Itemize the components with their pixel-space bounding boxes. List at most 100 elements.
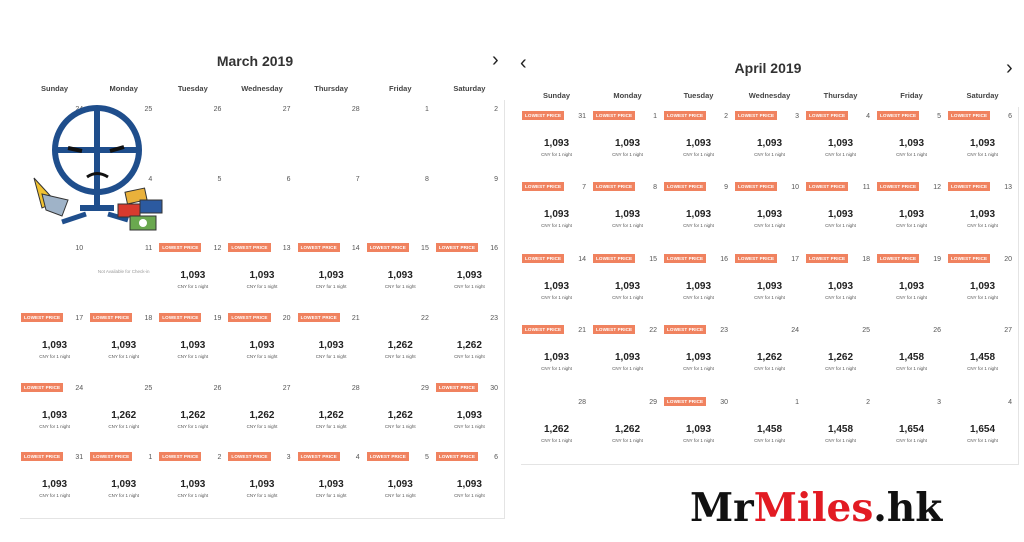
weekday-label: Monday bbox=[613, 91, 642, 100]
day-cell[interactable]: 5 bbox=[158, 169, 229, 241]
day-cell[interactable]: 29 1,262 CNY for 1 night bbox=[365, 378, 436, 450]
day-cell[interactable]: 2 LOWEST PRICE 1,093 CNY for 1 night bbox=[663, 107, 735, 180]
day-cell[interactable]: 22 LOWEST PRICE 1,093 CNY for 1 night bbox=[592, 321, 664, 394]
day-cell[interactable]: 9 LOWEST PRICE 1,093 CNY for 1 night bbox=[663, 178, 735, 251]
day-number: 22 bbox=[421, 315, 429, 322]
day-cell[interactable]: 27 1,262 CNY for 1 night bbox=[227, 378, 298, 450]
day-cell[interactable]: 6 bbox=[227, 169, 298, 241]
day-cell[interactable]: 18 LOWEST PRICE 1,093 CNY for 1 night bbox=[89, 309, 160, 380]
day-cell[interactable]: 28 1,262 CNY for 1 night bbox=[296, 378, 367, 450]
day-cell[interactable]: 22 1,262 CNY for 1 night bbox=[365, 309, 436, 380]
day-cell[interactable]: 23 1,262 CNY for 1 night bbox=[434, 309, 505, 380]
day-cell[interactable]: 4 LOWEST PRICE 1,093 CNY for 1 night bbox=[805, 107, 877, 180]
price-caption: CNY for 1 night bbox=[246, 493, 278, 499]
day-cell[interactable]: 8 bbox=[365, 169, 436, 241]
day-cell[interactable]: 1 LOWEST PRICE 1,093 CNY for 1 night bbox=[89, 448, 160, 519]
day-cell[interactable]: 5 LOWEST PRICE 1,093 CNY for 1 night bbox=[365, 448, 436, 519]
day-cell[interactable]: 21 LOWEST PRICE 1,093 CNY for 1 night bbox=[296, 309, 367, 380]
day-cell[interactable]: 3 LOWEST PRICE 1,093 CNY for 1 night bbox=[734, 107, 806, 180]
day-cell[interactable]: 16 LOWEST PRICE 1,093 CNY for 1 night bbox=[434, 239, 505, 310]
nightly-price: 1,093 bbox=[898, 138, 925, 149]
day-cell[interactable]: 2 bbox=[434, 100, 505, 171]
day-cell[interactable]: 12 LOWEST PRICE 1,093 CNY for 1 night bbox=[158, 239, 229, 310]
day-cell[interactable]: 30 LOWEST PRICE 1,093 CNY for 1 night bbox=[663, 392, 735, 465]
day-cell[interactable]: 24 LOWEST PRICE 1,093 CNY for 1 night bbox=[20, 378, 91, 450]
day-cell[interactable]: 31 LOWEST PRICE 1,093 CNY for 1 night bbox=[521, 107, 593, 180]
lowest-price-badge: LOWEST PRICE bbox=[435, 382, 479, 392]
day-cell[interactable]: 23 LOWEST PRICE 1,093 CNY for 1 night bbox=[663, 321, 735, 394]
day-cell[interactable]: 15 LOWEST PRICE 1,093 CNY for 1 night bbox=[365, 239, 436, 310]
day-cell[interactable]: 2 1,458 CNY for 1 night bbox=[805, 392, 877, 465]
day-cell[interactable]: 1 1,458 CNY for 1 night bbox=[734, 392, 806, 465]
day-cell[interactable]: 31 LOWEST PRICE 1,093 CNY for 1 night bbox=[20, 448, 91, 519]
day-cell[interactable]: 12 LOWEST PRICE 1,093 CNY for 1 night bbox=[876, 178, 948, 251]
lowest-price-badge: LOWEST PRICE bbox=[522, 325, 565, 335]
day-cell[interactable]: 26 1,262 CNY for 1 night bbox=[158, 378, 229, 450]
day-cell[interactable]: 5 LOWEST PRICE 1,093 CNY for 1 night bbox=[876, 107, 948, 180]
day-cell[interactable]: 17 LOWEST PRICE 1,093 CNY for 1 night bbox=[20, 309, 91, 380]
lowest-price-badge: LOWEST PRICE bbox=[948, 182, 991, 192]
price-caption: CNY for 1 night bbox=[896, 294, 927, 300]
day-cell[interactable]: 1 LOWEST PRICE 1,093 CNY for 1 night bbox=[592, 107, 664, 180]
day-cell[interactable]: 18 LOWEST PRICE 1,093 CNY for 1 night bbox=[805, 249, 877, 323]
day-cell[interactable]: 7 LOWEST PRICE 1,093 CNY for 1 night bbox=[521, 178, 593, 251]
day-cell[interactable]: 13 LOWEST PRICE 1,093 CNY for 1 night bbox=[947, 178, 1019, 251]
brand-watermark: MrMiles.hk bbox=[690, 486, 942, 530]
day-cell[interactable]: 6 LOWEST PRICE 1,093 CNY for 1 night bbox=[434, 448, 505, 519]
day-cell[interactable]: 10 LOWEST PRICE 1,093 CNY for 1 night bbox=[734, 178, 806, 251]
weekday-label: Saturday bbox=[453, 84, 486, 93]
day-cell[interactable]: 1 bbox=[365, 100, 436, 171]
day-cell[interactable]: 20 LOWEST PRICE 1,093 CNY for 1 night bbox=[947, 249, 1019, 323]
day-cell[interactable]: 3 LOWEST PRICE 1,093 CNY for 1 night bbox=[227, 448, 298, 519]
day-cell[interactable]: 11 Not Available for Check-in bbox=[89, 239, 160, 310]
day-cell[interactable]: 21 LOWEST PRICE 1,093 CNY for 1 night bbox=[521, 321, 593, 394]
day-cell[interactable]: 26 1,458 CNY for 1 night bbox=[876, 321, 948, 394]
day-number: 20 bbox=[282, 315, 291, 322]
day-cell[interactable]: 10 bbox=[20, 239, 91, 310]
day-cell[interactable]: 27 1,458 CNY for 1 night bbox=[947, 321, 1019, 394]
day-cell[interactable]: 16 LOWEST PRICE 1,093 CNY for 1 night bbox=[663, 249, 735, 323]
day-cell[interactable]: 27 bbox=[227, 100, 298, 171]
day-cell[interactable]: 17 LOWEST PRICE 1,093 CNY for 1 night bbox=[734, 249, 806, 323]
day-cell[interactable]: 20 LOWEST PRICE 1,093 CNY for 1 night bbox=[227, 309, 298, 380]
day-cell[interactable]: 28 1,262 CNY for 1 night bbox=[521, 392, 593, 465]
day-number: 18 bbox=[862, 255, 870, 263]
march-next-arrow-icon[interactable]: › bbox=[492, 49, 499, 71]
april-next-arrow-icon[interactable]: › bbox=[1006, 57, 1013, 79]
day-cell[interactable]: 3 1,654 CNY for 1 night bbox=[876, 392, 948, 465]
nightly-price: 1,093 bbox=[614, 352, 641, 364]
day-cell[interactable]: 9 bbox=[434, 169, 505, 241]
day-cell[interactable]: 11 LOWEST PRICE 1,093 CNY for 1 night bbox=[805, 178, 877, 251]
day-cell[interactable]: 8 LOWEST PRICE 1,093 CNY for 1 night bbox=[592, 178, 664, 251]
nightly-price: 1,093 bbox=[827, 280, 854, 292]
day-cell[interactable]: 14 LOWEST PRICE 1,093 CNY for 1 night bbox=[296, 239, 367, 310]
price-caption: CNY for 1 night bbox=[754, 294, 785, 300]
day-cell[interactable]: 25 1,262 CNY for 1 night bbox=[805, 321, 877, 394]
day-cell[interactable]: 28 bbox=[296, 100, 367, 171]
nightly-price: 1,093 bbox=[898, 280, 925, 292]
day-cell[interactable]: 6 LOWEST PRICE 1,093 CNY for 1 night bbox=[947, 107, 1019, 180]
april-prev-arrow-icon[interactable]: ‹ bbox=[520, 52, 527, 74]
nightly-price: 1,093 bbox=[42, 340, 68, 351]
day-cell[interactable]: 7 bbox=[296, 169, 367, 241]
day-cell[interactable]: 25 1,262 CNY for 1 night bbox=[89, 378, 160, 450]
day-cell[interactable]: 29 1,262 CNY for 1 night bbox=[592, 392, 664, 465]
day-number: 10 bbox=[791, 184, 799, 192]
lowest-price-badge: LOWEST PRICE bbox=[522, 111, 565, 120]
price-caption: CNY for 1 night bbox=[967, 152, 998, 157]
day-cell[interactable]: 15 LOWEST PRICE 1,093 CNY for 1 night bbox=[592, 249, 664, 323]
day-cell[interactable]: 30 LOWEST PRICE 1,093 CNY for 1 night bbox=[434, 378, 505, 450]
day-cell[interactable]: 2 LOWEST PRICE 1,093 CNY for 1 night bbox=[158, 448, 229, 519]
day-number: 23 bbox=[490, 315, 498, 322]
day-cell[interactable]: 4 1,654 CNY for 1 night bbox=[947, 392, 1019, 465]
day-cell[interactable]: 19 LOWEST PRICE 1,093 CNY for 1 night bbox=[876, 249, 948, 323]
day-cell[interactable]: 4 LOWEST PRICE 1,093 CNY for 1 night bbox=[296, 448, 367, 519]
day-cell[interactable]: 14 LOWEST PRICE 1,093 CNY for 1 night bbox=[521, 249, 593, 323]
day-cell[interactable]: 13 LOWEST PRICE 1,093 CNY for 1 night bbox=[227, 239, 298, 310]
lowest-price-badge: LOWEST PRICE bbox=[297, 243, 340, 253]
day-cell[interactable]: 26 bbox=[158, 100, 229, 171]
day-cell[interactable]: 19 LOWEST PRICE 1,093 CNY for 1 night bbox=[158, 309, 229, 380]
day-number: 30 bbox=[490, 384, 498, 392]
day-cell[interactable]: 24 1,262 CNY for 1 night bbox=[734, 321, 806, 394]
nightly-price: 1,262 bbox=[827, 352, 854, 364]
